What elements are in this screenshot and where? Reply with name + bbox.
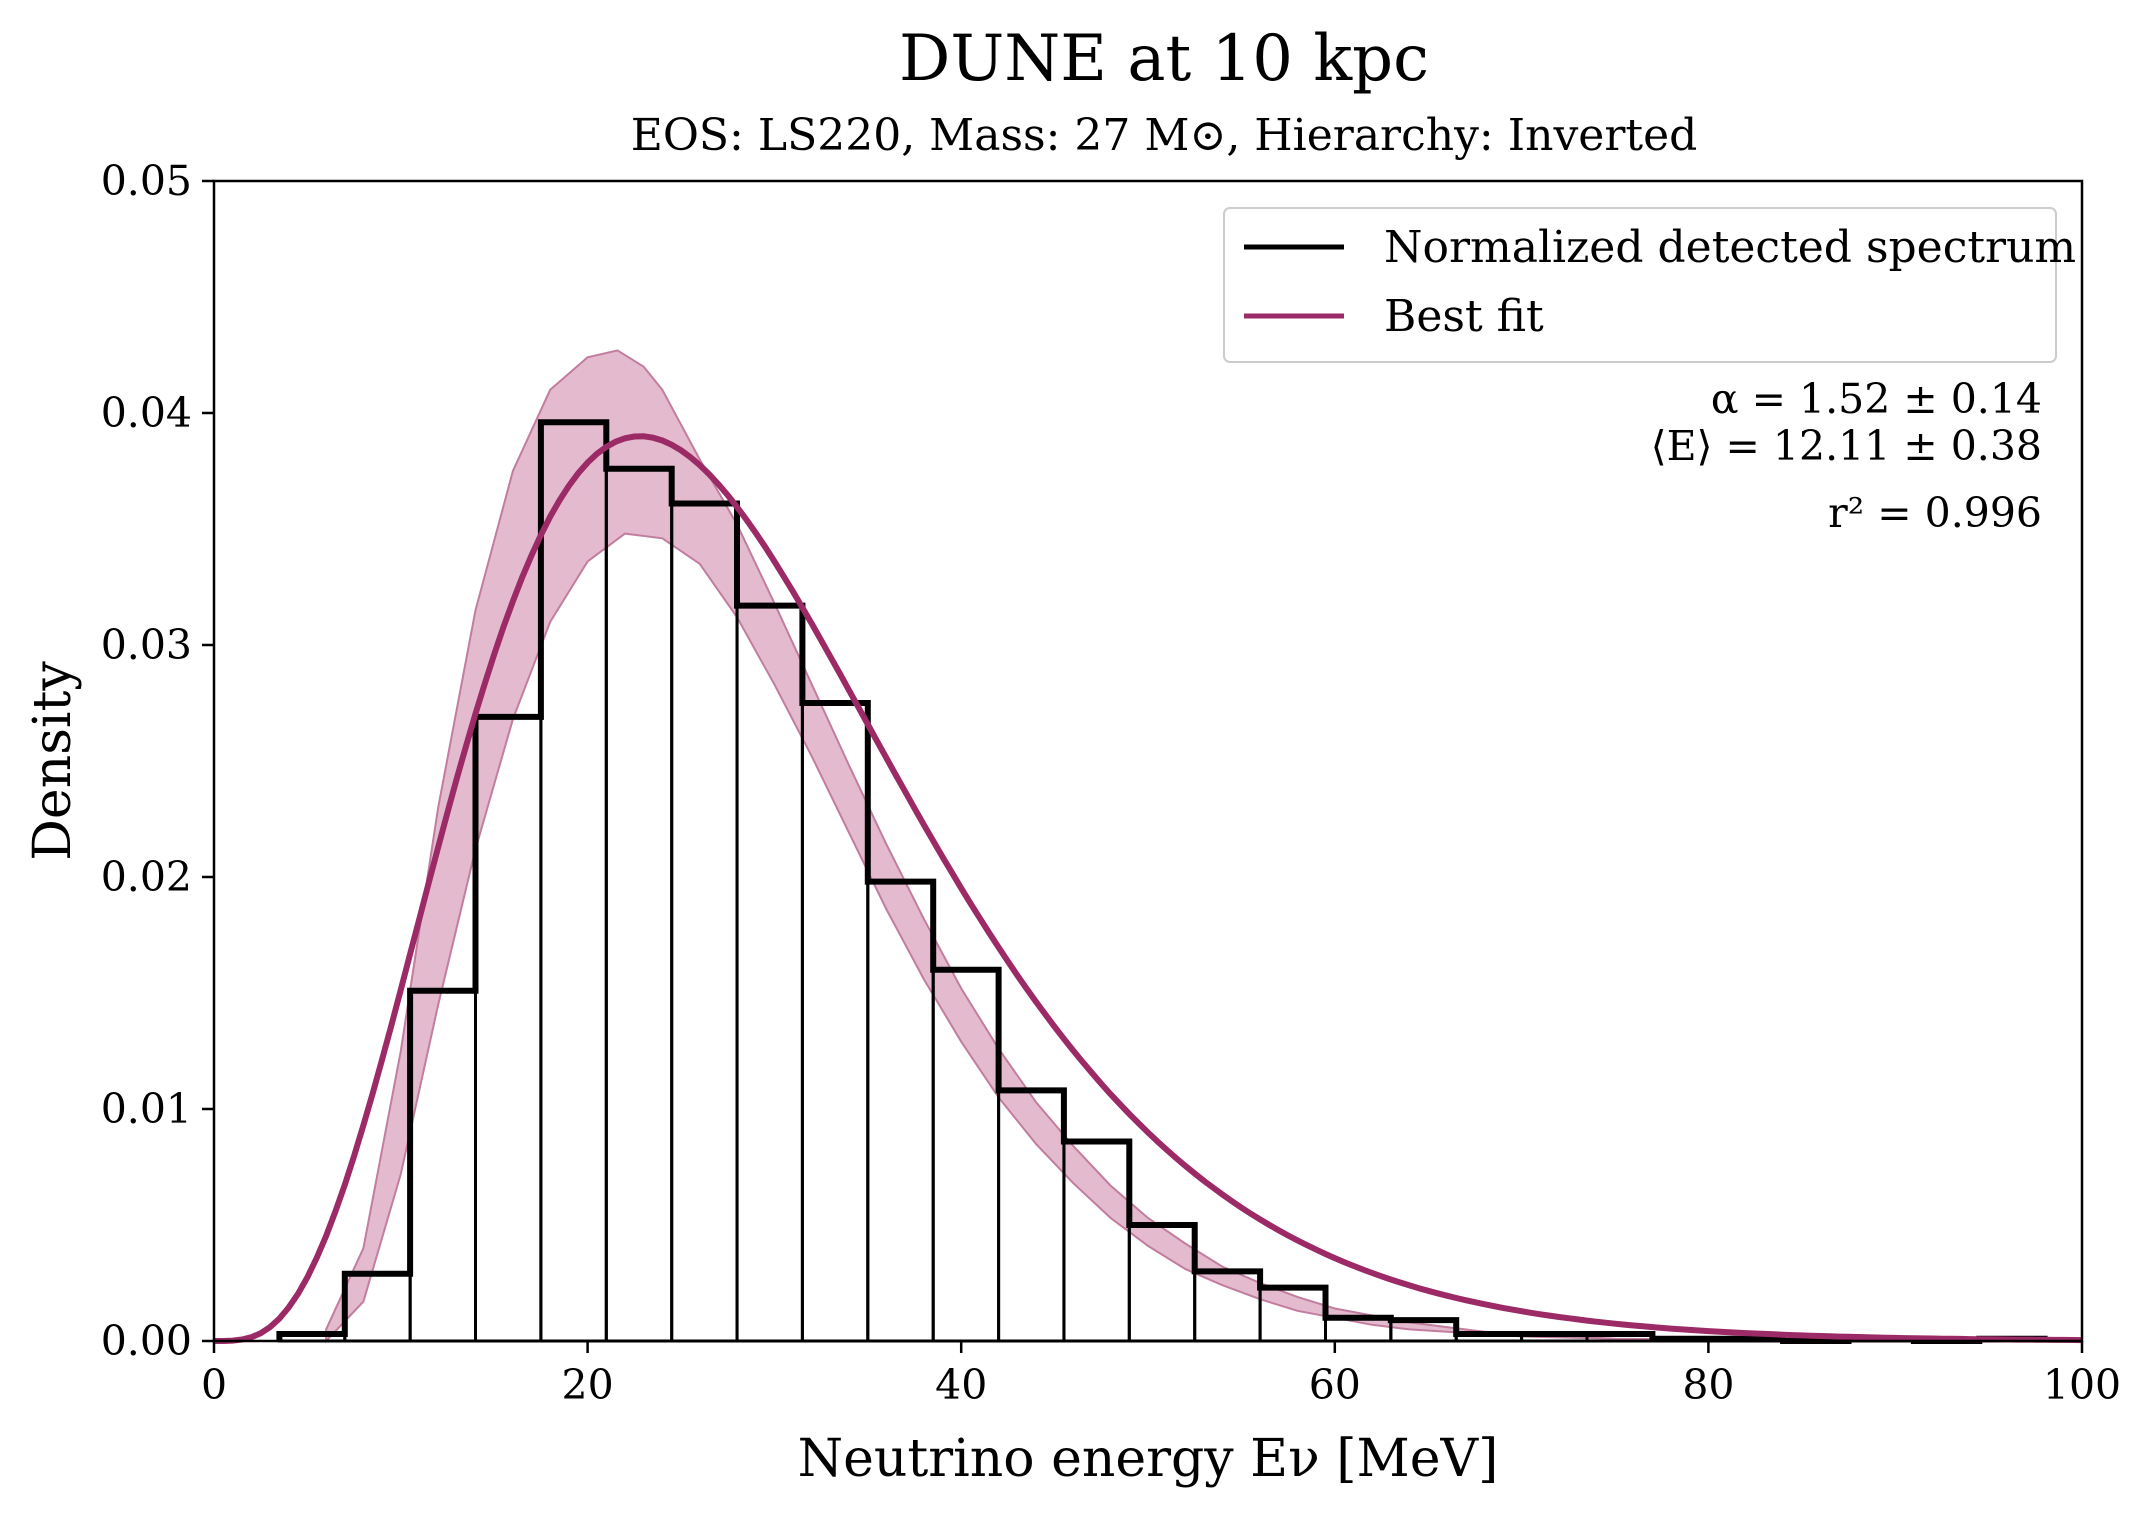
- annotation-alpha: α = 1.52 ± 0.14: [1711, 375, 2042, 423]
- x-tick-label: 20: [562, 1361, 614, 1409]
- x-axis-label: Neutrino energy Eν [MeV]: [798, 1429, 1499, 1489]
- y-tick-label: 0.04: [101, 389, 192, 437]
- y-tick-label: 0.00: [101, 1317, 192, 1365]
- y-tick-label: 0.02: [101, 853, 192, 901]
- fit-confidence-band: [325, 349, 2082, 1344]
- legend-box: [1223, 207, 2057, 363]
- y-tick-label: 0.03: [101, 621, 192, 669]
- annotation-mean-energy: ⟨E⟩ = 12.11 ± 0.38: [1651, 422, 2042, 470]
- plot-frame: [212, 179, 2084, 1343]
- y-axis-ticks: 0.00 0.01 0.02 0.03 0.04 0.05: [101, 157, 214, 1365]
- histogram-bar: [604, 467, 674, 1343]
- legend: Normalized detected spectrum Best fit: [1223, 207, 2076, 363]
- x-tick-label: 100: [2043, 1361, 2121, 1409]
- y-axis-label: Density: [23, 661, 83, 861]
- chart-title: DUNE at 10 kpc: [899, 22, 1429, 96]
- x-tick-label: 40: [935, 1361, 987, 1409]
- chart-subtitle: EOS: LS220, Mass: 27 M⊙, Hierarchy: Inve…: [631, 110, 1698, 161]
- y-tick-label: 0.01: [101, 1085, 192, 1133]
- x-tick-label: 0: [201, 1361, 227, 1409]
- legend-label-spectrum: Normalized detected spectrum: [1384, 222, 2076, 273]
- x-tick-label: 60: [1309, 1361, 1361, 1409]
- y-tick-label: 0.05: [101, 157, 192, 205]
- best-fit-line: [214, 433, 2083, 1344]
- annotation-r2: r² = 0.996: [1828, 489, 2042, 537]
- x-axis-ticks: 0 20 40 60 80 100: [201, 1341, 2121, 1409]
- legend-label-best-fit: Best fit: [1384, 291, 1544, 342]
- histogram-step-outline: [276, 419, 2048, 1344]
- x-tick-label: 80: [1682, 1361, 1734, 1409]
- histogram-bar: [670, 502, 739, 1343]
- plot-area: [214, 349, 2083, 1344]
